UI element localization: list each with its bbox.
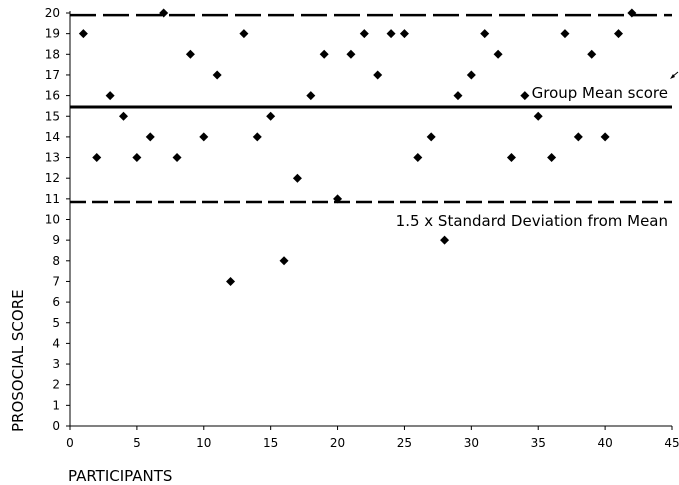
data-point bbox=[613, 29, 623, 39]
data-point bbox=[547, 153, 557, 163]
data-point bbox=[212, 70, 222, 80]
y-tick-label: 19 bbox=[45, 27, 60, 41]
data-point bbox=[627, 8, 637, 18]
data-point bbox=[386, 29, 396, 39]
data-point bbox=[426, 132, 436, 142]
data-point bbox=[520, 91, 530, 101]
data-point bbox=[506, 153, 516, 163]
data-point bbox=[119, 111, 129, 121]
sd-line-label: 1.5 x Standard Deviation from Mean bbox=[396, 212, 668, 230]
axes bbox=[66, 11, 673, 430]
y-tick-label: 12 bbox=[45, 171, 60, 185]
y-tick-label: 8 bbox=[52, 254, 60, 268]
data-point bbox=[92, 153, 102, 163]
x-tick-label: 20 bbox=[330, 436, 345, 450]
data-point bbox=[105, 91, 115, 101]
x-tick-label: 0 bbox=[66, 436, 74, 450]
x-tick-label: 35 bbox=[531, 436, 546, 450]
y-tick-label: 4 bbox=[52, 336, 60, 350]
data-point bbox=[466, 70, 476, 80]
y-tick-label: 7 bbox=[52, 274, 60, 288]
x-tick-label: 25 bbox=[397, 436, 412, 450]
data-point bbox=[359, 29, 369, 39]
data-point bbox=[266, 111, 276, 121]
x-tick-label: 10 bbox=[196, 436, 211, 450]
y-tick-label: 13 bbox=[45, 151, 60, 165]
data-point bbox=[533, 111, 543, 121]
data-point bbox=[239, 29, 249, 39]
x-tick-label: 5 bbox=[133, 436, 141, 450]
data-point bbox=[226, 276, 236, 286]
data-point bbox=[159, 8, 169, 18]
y-tick-label: 17 bbox=[45, 68, 60, 82]
data-point bbox=[493, 49, 503, 59]
data-point bbox=[333, 194, 343, 204]
y-tick-label: 14 bbox=[45, 130, 60, 144]
mean-line-label: Group Mean score bbox=[532, 84, 668, 102]
x-tick-label: 30 bbox=[464, 436, 479, 450]
y-tick-label: 10 bbox=[45, 213, 60, 227]
y-tick-label: 2 bbox=[52, 378, 60, 392]
data-point bbox=[306, 91, 316, 101]
reference-lines: Group Mean score 1.5 x Standard Deviation… bbox=[70, 13, 679, 230]
y-tick-label: 6 bbox=[52, 295, 60, 309]
data-point bbox=[587, 49, 597, 59]
data-point bbox=[132, 153, 142, 163]
data-point bbox=[252, 132, 262, 142]
y-tick-label: 1 bbox=[52, 398, 60, 412]
data-point bbox=[573, 132, 583, 142]
data-point bbox=[399, 29, 409, 39]
y-tick-label: 5 bbox=[52, 316, 60, 330]
data-point bbox=[480, 29, 490, 39]
data-point bbox=[373, 70, 383, 80]
data-point bbox=[145, 132, 155, 142]
data-point bbox=[292, 173, 302, 183]
y-tick-label: 15 bbox=[45, 109, 60, 123]
data-point bbox=[185, 49, 195, 59]
x-axis-title: PARTICIPANTS bbox=[68, 467, 172, 485]
x-tick-label: 40 bbox=[597, 436, 612, 450]
y-tick-label: 20 bbox=[45, 6, 60, 20]
data-point bbox=[413, 153, 423, 163]
data-point bbox=[199, 132, 209, 142]
data-point bbox=[440, 235, 450, 245]
data-point bbox=[346, 49, 356, 59]
data-point bbox=[600, 132, 610, 142]
arrow-head bbox=[670, 74, 675, 79]
y-tick-label: 16 bbox=[45, 89, 60, 103]
data-point bbox=[78, 29, 88, 39]
data-point bbox=[279, 256, 289, 266]
x-tick-label: 45 bbox=[664, 436, 679, 450]
y-tick-label: 3 bbox=[52, 357, 60, 371]
x-tick-label: 15 bbox=[263, 436, 278, 450]
y-tick-label: 0 bbox=[52, 419, 60, 433]
data-point bbox=[319, 49, 329, 59]
y-tick-label: 11 bbox=[45, 192, 60, 206]
y-axis-title: PROSOCIAL SCORE bbox=[9, 289, 27, 432]
data-point bbox=[172, 153, 182, 163]
y-tick-label: 9 bbox=[52, 233, 60, 247]
data-point bbox=[560, 29, 570, 39]
y-tick-label: 18 bbox=[45, 47, 60, 61]
data-points bbox=[78, 8, 637, 286]
data-point bbox=[453, 91, 463, 101]
